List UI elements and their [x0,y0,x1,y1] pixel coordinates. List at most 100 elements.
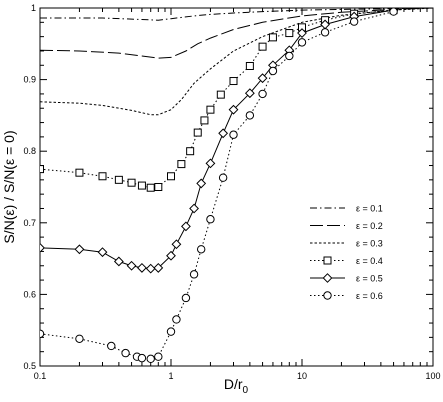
data-point-marker [114,175,123,184]
series-6 [40,8,398,364]
series-line [40,11,394,360]
data-point-marker [206,215,215,224]
x-tick-label: 1 [168,371,173,381]
data-point-marker [75,168,84,177]
data-point-marker [245,111,255,120]
data-point-marker [40,242,45,253]
data-point-marker [229,77,238,86]
data-point-marker [285,29,294,38]
data-point-marker [40,165,44,174]
data-point-marker [258,42,267,51]
data-point-marker [98,172,107,181]
data-point-marker [218,128,229,139]
x-tick-label: 10 [297,371,307,381]
data-point-marker [189,270,199,279]
data-point-marker [200,116,209,125]
series-line [40,9,394,270]
data-point-marker [154,183,163,191]
data-point-marker [121,348,130,358]
data-point-marker [137,263,147,273]
data-point-marker [196,245,206,254]
data-point-marker [146,354,155,364]
legend-marker [322,273,333,283]
series-line [40,9,394,189]
data-point-marker [74,244,85,255]
legend-marker [323,256,332,265]
data-point-marker [171,239,182,250]
data-point-marker [245,61,254,70]
y-tick-label: 1 [31,3,36,13]
data-point-marker [218,173,228,182]
x-axis-label-main: D/r [224,376,243,392]
y-tick-label: 0.9 [23,75,36,85]
legend-label: ε = 0.3 [356,239,383,249]
data-point-marker [186,147,195,156]
data-point-marker [166,250,176,261]
legend-label: ε = 0.5 [356,274,383,284]
axis-ticks: 0.1 1 10 100 0.5 0.6 0.7 0.8 0.9 1 [23,3,440,381]
y-tick-label: 0.6 [23,289,36,299]
series-4 [40,8,398,192]
series-line [40,8,433,21]
legend-label: ε = 0.6 [356,291,383,301]
data-point-marker [126,260,137,271]
data-point-marker [107,341,116,351]
data-point-marker [137,353,147,363]
y-tick-label: 0.5 [23,361,36,371]
data-point-marker [268,33,277,42]
legend-label: ε = 0.1 [356,204,383,214]
data-point-marker [206,105,215,114]
data-point-marker [145,263,156,274]
data-point-marker [172,315,181,324]
plot-frame [39,7,434,367]
data-point-marker [349,17,359,26]
data-point-marker [257,73,268,84]
data-point-marker [75,334,84,343]
data-point-marker [229,130,238,139]
data-point-marker [268,66,278,76]
legend: ε = 0.1 ε = 0.2 ε = 0.3 ε = 0.4 ε = 0.5 ε = 0… [310,204,383,301]
data-point-marker [137,181,146,190]
data-point-marker [297,38,307,47]
series-line [40,8,433,116]
series-1 [40,8,433,21]
x-tick-label: 100 [425,371,440,381]
data-point-marker [216,90,225,99]
legend-label: ε = 0.4 [356,256,383,266]
series-3 [40,8,433,116]
data-point-marker [166,327,176,336]
x-axis-label-subscript: 0 [243,385,249,396]
data-point-marker [113,256,124,267]
data-point-marker [146,183,155,192]
data-point-marker [228,104,239,115]
series-5 [40,8,399,274]
data-point-marker [320,28,330,37]
data-point-marker [40,329,45,338]
data-point-marker [177,160,186,169]
data-point-marker [127,178,136,187]
y-tick-label: 0.8 [23,146,36,156]
data-point-marker [297,28,307,38]
data-point-marker [153,263,164,273]
data-point-marker [244,88,255,99]
data-point-marker [389,8,398,16]
data-point-marker [193,128,202,137]
data-point-marker [196,178,207,189]
data-point-marker [154,352,163,361]
data-point-marker [258,89,267,99]
legend-label: ε = 0.2 [356,221,383,231]
series-line [40,8,433,59]
data-point-marker [167,172,175,181]
y-tick-label: 0.7 [23,218,36,228]
series-2 [40,8,433,59]
data-point-marker [181,293,191,303]
data-point-marker [189,203,199,214]
series-layer [40,8,433,364]
x-tick-label: 0.1 [34,371,47,381]
data-point-marker [181,221,191,232]
data-point-marker [285,51,294,61]
y-axis-label: S/N(ε) / S/N(ε = 0) [1,130,17,243]
data-point-marker [205,158,216,169]
legend-marker [323,291,332,300]
